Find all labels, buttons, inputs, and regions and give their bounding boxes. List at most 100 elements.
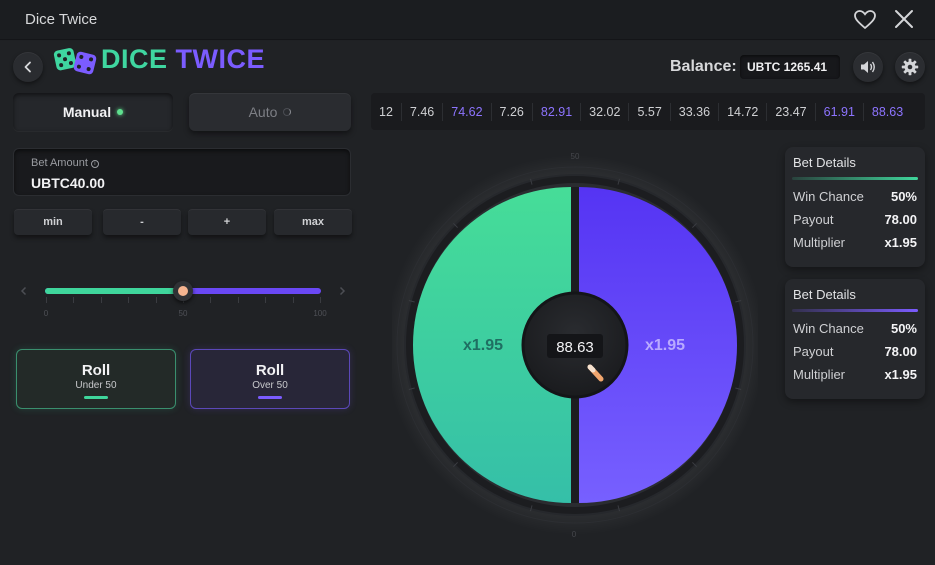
bet-details-over: Bet Details Win Chance 50% Payout 78.00 Mu… — [785, 279, 925, 399]
bet-amount-field[interactable]: Bet Amount i UBTC40.00 — [13, 148, 351, 196]
slider-tick — [46, 297, 47, 303]
wheel-tick — [453, 223, 458, 228]
payout-row: Payout 78.00 — [793, 344, 917, 359]
wheel-tick — [735, 387, 742, 390]
roll-over-indicator — [258, 396, 282, 399]
back-button[interactable] — [13, 52, 43, 82]
slider-tick — [265, 297, 267, 303]
wheel-outer-ring — [396, 166, 754, 524]
wheel-tick — [692, 223, 697, 228]
wheel-tick — [692, 462, 697, 467]
roll-over-label: Roll — [255, 362, 285, 379]
chevron-left-icon — [20, 286, 27, 296]
wheel-over-multiplier: x1.95 — [645, 337, 685, 354]
wheel-over-half[interactable] — [579, 187, 737, 503]
tab-auto[interactable]: Auto — [189, 93, 351, 131]
multiplier-row: Multiplier x1.95 — [793, 235, 917, 250]
slider-tick — [320, 297, 321, 303]
bet-details-title: Bet Details — [793, 287, 856, 302]
spinner-icon — [283, 108, 292, 116]
slider-decrease-button[interactable] — [13, 280, 35, 302]
logo-text-twice: TWICE — [175, 44, 266, 74]
balance-label: Balance: — [670, 58, 737, 75]
game-logo: DICE TWICE — [101, 44, 265, 75]
increase-button[interactable]: + — [188, 209, 266, 235]
history-item: 74.62 — [443, 102, 492, 121]
history-item: 61.91 — [816, 102, 864, 121]
slider-thumb[interactable] — [173, 281, 193, 301]
roll-target-slider[interactable]: 0 50 100 — [13, 277, 353, 318]
history-item: 23.47 — [767, 102, 816, 121]
slider-max-label: 100 — [313, 309, 327, 318]
history-item: 5.57 — [629, 102, 671, 121]
max-button[interactable]: max — [274, 209, 352, 235]
chevron-right-icon — [339, 286, 346, 296]
slider-mid-label: 50 — [178, 309, 188, 318]
dice-logo-icon — [53, 48, 97, 75]
window-title: Dice Twice — [25, 11, 98, 28]
result-box — [547, 334, 603, 358]
slider-tick — [100, 297, 102, 303]
active-dot-icon — [117, 109, 124, 115]
dice-wheel: x1.95 x1.95 88.63 50 75 0 25 — [392, 152, 758, 538]
decrease-button[interactable]: - — [103, 209, 181, 235]
history-item: 7.26 — [492, 102, 533, 121]
logo-text-dice: DICE — [101, 44, 168, 74]
slider-tick — [210, 297, 212, 303]
gear-icon — [901, 58, 919, 76]
bet-details-underline — [792, 177, 918, 180]
wheel-under-half[interactable] — [413, 187, 571, 503]
bet-details-underline — [792, 309, 918, 312]
roll-over-button[interactable]: Roll Over 50 — [190, 349, 350, 409]
wheel-tick — [530, 505, 533, 512]
wheel-label-bottom: 0 — [572, 530, 577, 538]
pointer-needle-icon — [587, 364, 604, 382]
slider-increase-button[interactable] — [331, 280, 353, 302]
title-bar: Dice Twice — [0, 0, 935, 40]
history-item: 12 — [371, 102, 402, 121]
heart-icon[interactable] — [853, 8, 877, 32]
sound-button[interactable] — [853, 52, 883, 82]
payout-row: Payout 78.00 — [793, 212, 917, 227]
history-item: 14.72 — [719, 102, 768, 121]
slider-tick — [237, 297, 239, 303]
bet-amount-label: Bet Amount i — [31, 157, 99, 169]
balance-value: UBTC 1265.41 — [740, 55, 840, 79]
roll-over-sub: Over 50 — [252, 380, 288, 391]
wheel-tick — [617, 178, 620, 185]
history-item: 33.36 — [671, 102, 720, 121]
roll-under-sub: Under 50 — [75, 380, 117, 391]
wheel-label-top: 50 — [571, 152, 580, 161]
wheel-tick — [530, 178, 533, 185]
close-icon[interactable] — [893, 8, 915, 30]
slider-min-label: 0 — [43, 309, 49, 318]
wheel-tick — [453, 462, 458, 467]
tab-auto-label: Auto — [248, 104, 278, 120]
tab-manual-label: Manual — [62, 104, 112, 120]
wheel-ticks — [408, 178, 742, 512]
slider-tick — [155, 297, 157, 303]
tab-manual[interactable]: Manual — [13, 93, 173, 131]
bet-details-under: Bet Details Win Chance 50% Payout 78.00 Mu… — [785, 147, 925, 267]
slider-thumb-dot — [178, 286, 188, 296]
wheel-tick — [408, 387, 415, 390]
slider-tick — [73, 297, 75, 303]
roll-under-label: Roll — [81, 362, 111, 379]
win-chance-row: Win Chance 50% — [793, 321, 917, 336]
wheel-tick — [617, 505, 620, 512]
speaker-icon — [861, 61, 875, 73]
chevron-left-icon — [24, 61, 31, 73]
wheel-tick — [735, 300, 742, 303]
settings-button[interactable] — [895, 52, 925, 82]
min-button[interactable]: min — [14, 209, 92, 235]
roll-under-indicator — [84, 396, 108, 399]
info-icon: i — [90, 160, 99, 168]
history-item: 32.02 — [581, 102, 630, 121]
bet-amount-value: UBTC40.00 — [31, 175, 105, 191]
slider-fill — [45, 288, 183, 294]
roll-history: 12 7.46 74.62 7.26 82.91 32.02 5.57 33.36 14.72 2… — [371, 93, 925, 130]
wheel-under-multiplier: x1.95 — [463, 337, 503, 354]
win-chance-row: Win Chance 50% — [793, 189, 917, 204]
roll-under-button[interactable]: Roll Under 50 — [16, 349, 176, 409]
wheel-tick — [408, 300, 415, 303]
